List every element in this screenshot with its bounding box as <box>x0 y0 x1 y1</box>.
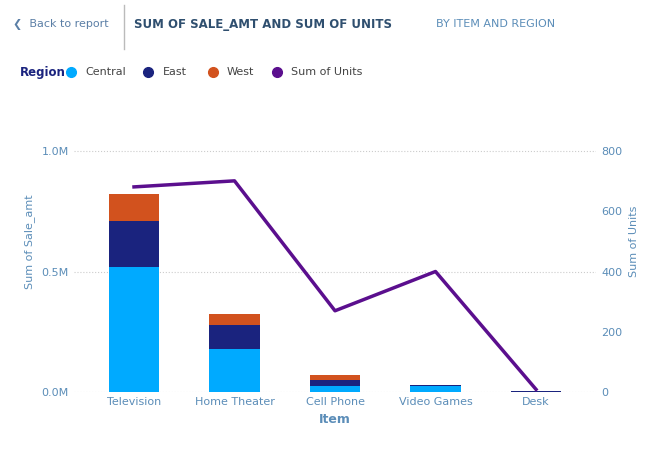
Bar <box>109 194 159 221</box>
Bar <box>310 387 360 392</box>
Bar <box>209 325 260 349</box>
Text: West: West <box>227 67 255 77</box>
Y-axis label: Sum of Units: Sum of Units <box>629 206 639 277</box>
Bar <box>109 221 159 267</box>
Text: SUM OF SALE_AMT AND SUM OF UNITS: SUM OF SALE_AMT AND SUM OF UNITS <box>134 18 392 31</box>
Y-axis label: Sum of Sale_amt: Sum of Sale_amt <box>23 194 35 289</box>
Text: Region: Region <box>20 66 66 78</box>
Text: Central: Central <box>86 67 126 77</box>
Bar <box>410 387 461 392</box>
Text: ❮  Back to report: ❮ Back to report <box>13 19 109 30</box>
Bar <box>310 380 360 387</box>
Bar <box>310 375 360 380</box>
Bar <box>209 314 260 325</box>
Bar <box>410 385 461 387</box>
Bar <box>209 349 260 392</box>
X-axis label: Item: Item <box>319 413 351 426</box>
Text: East: East <box>163 67 187 77</box>
Bar <box>511 391 561 392</box>
Text: Sum of Units: Sum of Units <box>291 67 362 77</box>
Bar <box>109 267 159 392</box>
Text: BY ITEM AND REGION: BY ITEM AND REGION <box>436 19 555 29</box>
